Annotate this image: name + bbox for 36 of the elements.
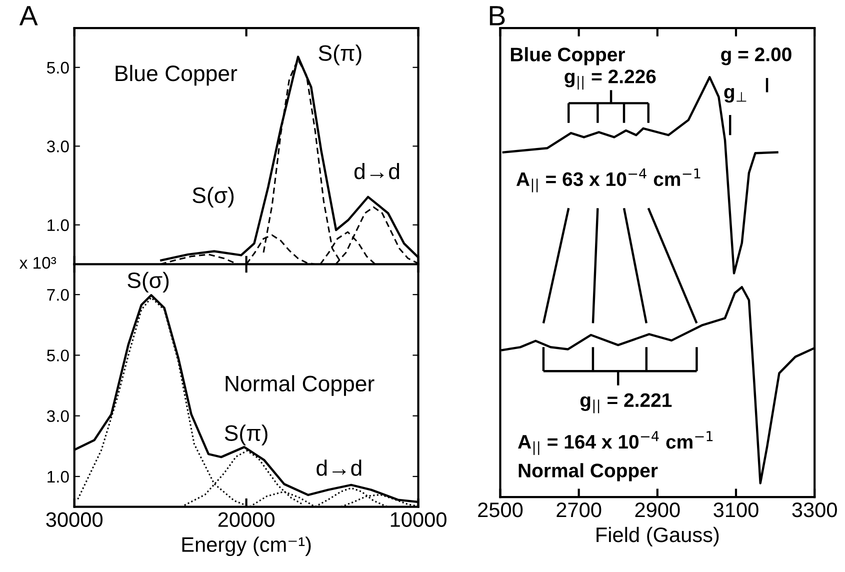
x-tick-label: 20000 [218,512,274,527]
annotation: g$_{⊥}$ [724,88,746,103]
x-tick-label: 3300 [792,502,837,518]
annotation: S(σ) [128,272,169,293]
annotation: d→d [316,460,362,476]
x-tick-label: 10000 [390,512,446,527]
text: Blue Copper [510,47,625,66]
annotation: S(π) [224,424,268,446]
annotation: S(σ) [192,186,234,208]
y-tick-label: 5.0 [47,350,69,362]
y-axis-title: x 10³ [20,256,56,269]
annotation: A$_{||}$ = 164 x 10$^{−4}$ cm$^{−1}$ [518,431,713,455]
annotation: Normal Copper [518,463,658,482]
annotation: g$_{||}$ = 2.221 [580,393,672,414]
annotation: g$_{||}$ = 2.226 [564,70,656,90]
y-tick-label: 1.0 [48,219,69,232]
y-tick-label: 3.0 [46,410,69,422]
annotation: Normal Copper [226,375,374,396]
x-tick-label: 2900 [635,502,680,518]
x-tick-label: 2700 [556,502,602,518]
annotation: A$_{||}$ = 63 x 10$^{−4}$ cm$^{−1}$ [516,168,700,192]
x-axis-title: Field (Gauss) [596,526,719,546]
annotation: Blue Copper [116,64,238,86]
text: g = 2.00 [721,48,792,66]
annotation: d→d [354,162,400,180]
y-tick-label: 5.0 [47,62,69,74]
y-tick-label: 1.0 [48,470,69,483]
x-tick-label: 3100 [714,502,758,518]
chart-title: A [19,6,38,26]
y-tick-label: 7.0 [47,288,69,301]
chart-title: B [490,6,505,26]
x-axis-title: Energy (cm⁻¹) [182,536,311,556]
x-tick-label: 30000 [46,512,103,527]
y-tick-label: 3.0 [46,140,69,152]
annotation: S(π) [318,44,362,66]
x-tick-label: 2500 [478,502,523,518]
